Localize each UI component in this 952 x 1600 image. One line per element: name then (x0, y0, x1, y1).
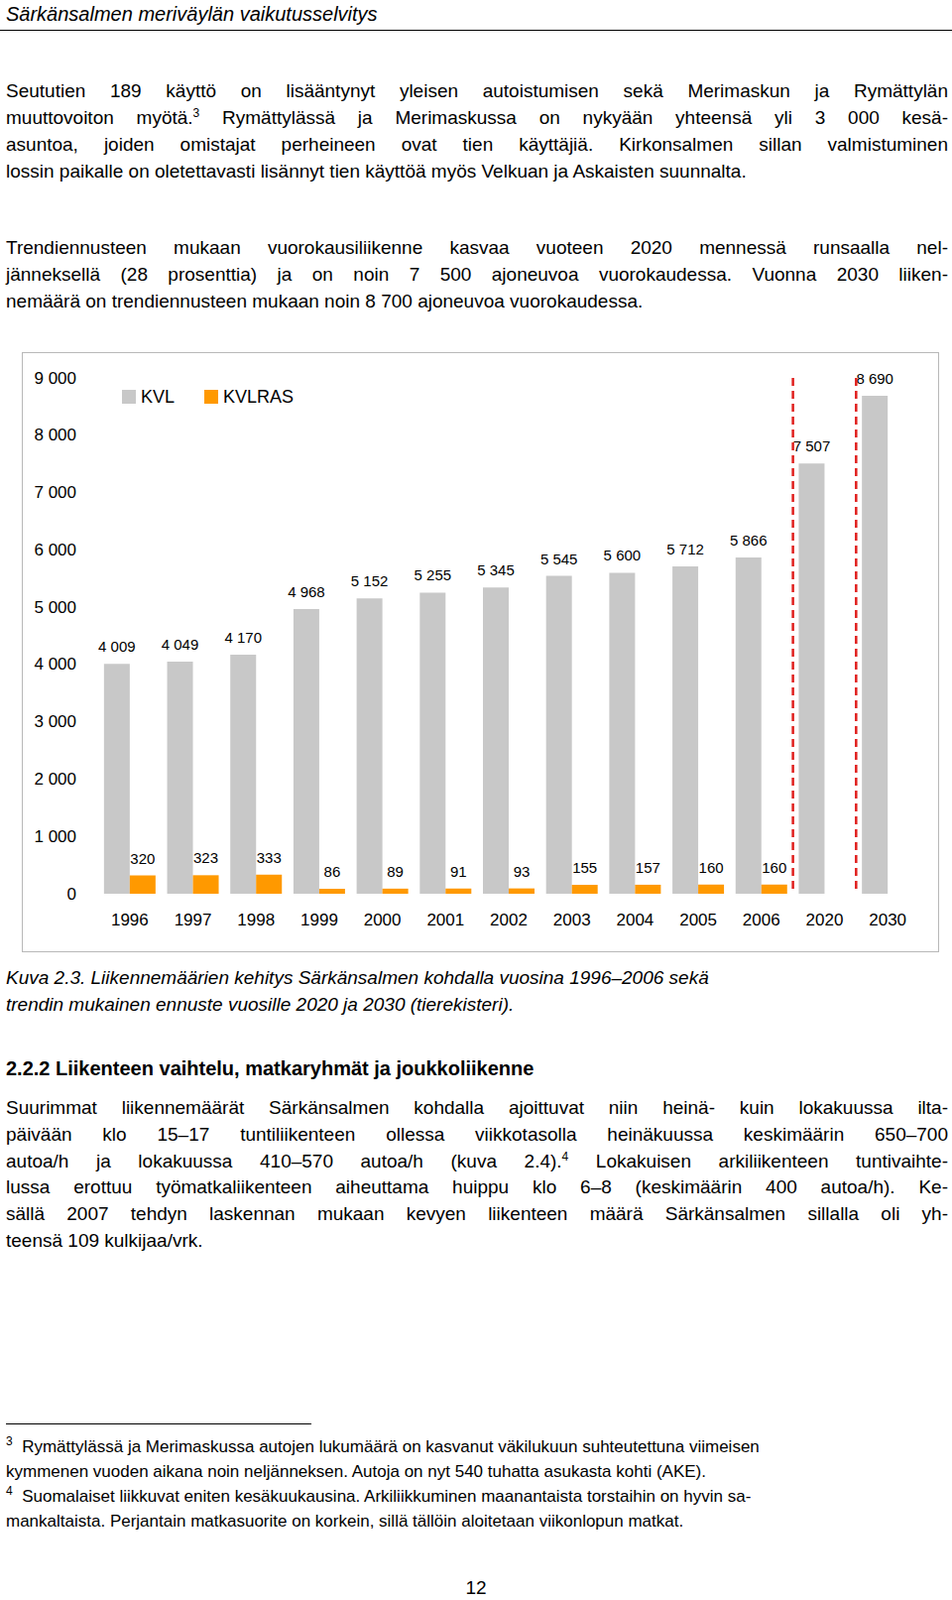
svg-text:89: 89 (386, 862, 404, 880)
svg-text:2006: 2006 (742, 910, 781, 930)
svg-text:320: 320 (129, 849, 155, 867)
svg-text:323: 323 (193, 848, 219, 866)
svg-text:5 545: 5 545 (540, 550, 579, 568)
svg-text:4 170: 4 170 (224, 628, 262, 646)
html-text:Trendiennusteen mukaan vuoroka: Trendiennusteen mukaan vuorokausiliikenn… (5, 237, 949, 258)
svg-text:7 000: 7 000 (33, 482, 77, 502)
svg-text:2001: 2001 (426, 910, 465, 930)
svg-text:5 000: 5 000 (33, 597, 77, 617)
svg-text:6 000: 6 000 (33, 540, 77, 560)
html-text:Suomalaiset liikkuvat eniten k: Suomalaiset liikkuvat eniten kesäkuukaus… (21, 1486, 751, 1506)
svg-text:5 712: 5 712 (666, 540, 705, 558)
svg-text:2003: 2003 (553, 910, 592, 930)
svg-text:0: 0 (67, 884, 77, 904)
html-text:4: 4 (5, 1483, 13, 1498)
html-text:päivään klo 15–17 tuntiliikent: päivään klo 15–17 tuntiliikenteen olless… (5, 1123, 949, 1145)
svg-text:1998: 1998 (237, 910, 275, 930)
svg-text:91: 91 (450, 862, 468, 880)
html-text:autoa/h ja lokakuussa 410–570: autoa/h ja lokakuussa 410–570 autoa/h (k… (5, 1148, 949, 1171)
svg-text:1 000: 1 000 (33, 827, 77, 846)
html-text:mankaltaista. Perjantain matka: mankaltaista. Perjantain matkasuorite on… (5, 1511, 684, 1531)
html-text:Särkänsalmen meriväylän vaikut: Särkänsalmen meriväylän vaikutusselvitys (5, 2, 378, 25)
svg-text:333: 333 (256, 848, 282, 866)
svg-text:2020: 2020 (806, 910, 844, 930)
svg-text:4 968: 4 968 (287, 583, 326, 600)
svg-text:1996: 1996 (111, 910, 149, 930)
svg-text:2030: 2030 (868, 910, 907, 930)
html-text:2.2.2 Liikenteen vaihtelu, mat: 2.2.2 Liikenteen vaihtelu, matkaryhmät j… (5, 1057, 534, 1079)
html-text:kymmenen vuoden aikana noin ne: kymmenen vuoden aikana noin neljänneksen… (5, 1461, 707, 1481)
html-text:Seututien 189 käyttö on lisään: Seututien 189 käyttö on lisääntynyt ylei… (5, 80, 949, 102)
svg-text:KVLRAS: KVLRAS (223, 386, 294, 407)
svg-text:1999: 1999 (300, 910, 339, 930)
svg-text:9 000: 9 000 (33, 368, 77, 388)
svg-text:4 049: 4 049 (161, 635, 200, 653)
svg-text:7 507: 7 507 (793, 437, 832, 455)
html-text:Suurimmat liikennemäärät Särkä: Suurimmat liikennemäärät Särkänsalmen ko… (5, 1096, 949, 1118)
svg-text:2005: 2005 (679, 910, 717, 930)
html-text:muuttovoiton myötä.3Rymättyläs: muuttovoiton myötä.3Rymättylässä ja Meri… (5, 106, 949, 128)
svg-text:4 009: 4 009 (98, 637, 136, 655)
svg-text:160: 160 (699, 858, 724, 876)
html-text:12: 12 (465, 1576, 487, 1598)
html-text:sällä 2007 tehdyn laskennan mu: sällä 2007 tehdyn laskennan mukaan kevye… (5, 1203, 949, 1224)
html-text:lossin paikalle on oletettavas: lossin paikalle on oletettavasti lisänny… (5, 160, 747, 182)
svg-text:1997: 1997 (174, 910, 213, 930)
html-text:3: 3 (5, 1433, 13, 1448)
html-text:asuntoa, joiden omistajat perh: asuntoa, joiden omistajat perheineen ova… (5, 133, 949, 155)
svg-text:2000: 2000 (363, 910, 402, 930)
svg-text:5 600: 5 600 (603, 546, 642, 564)
html-text:teensä 109 kulkijaa/vrk.: teensä 109 kulkijaa/vrk. (5, 1229, 203, 1251)
html-text:lussa erottuu työmatkaliikente: lussa erottuu työmatkaliikenteen aiheutt… (5, 1176, 949, 1198)
svg-text:8 690: 8 690 (855, 369, 894, 387)
svg-text:160: 160 (761, 858, 787, 876)
html-text:nemäärä on trendiennusteen muk: nemäärä on trendiennusteen mukaan noin 8… (5, 290, 643, 312)
html-text:jänneksellä (28 prosenttia) ja: jänneksellä (28 prosenttia) ja on noin 7… (5, 263, 949, 285)
html-text:trendin mukainen ennuste vuosi: trendin mukainen ennuste vuosille 2020 j… (5, 993, 514, 1015)
svg-text:5 152: 5 152 (351, 572, 389, 590)
svg-text:3 000: 3 000 (33, 712, 77, 731)
svg-text:8 000: 8 000 (33, 425, 77, 445)
svg-text:155: 155 (572, 858, 597, 876)
svg-text:93: 93 (513, 862, 531, 880)
svg-text:2002: 2002 (489, 910, 528, 930)
svg-text:5 866: 5 866 (729, 531, 768, 549)
svg-text:2004: 2004 (615, 910, 654, 930)
html-text:Kuva 2.3. Liikennemäärien kehi: Kuva 2.3. Liikennemäärien kehitys Särkän… (5, 966, 709, 988)
svg-text:4 000: 4 000 (33, 654, 77, 674)
svg-text:5 345: 5 345 (476, 561, 515, 579)
svg-text:5 255: 5 255 (414, 566, 453, 584)
svg-text:157: 157 (635, 858, 661, 876)
svg-text:86: 86 (324, 862, 342, 880)
svg-text:KVL: KVL (140, 386, 175, 407)
html-text:Rymättylässä ja Merimaskussa a: Rymättylässä ja Merimaskussa autojen luk… (21, 1436, 760, 1456)
svg-text:2 000: 2 000 (33, 769, 77, 789)
